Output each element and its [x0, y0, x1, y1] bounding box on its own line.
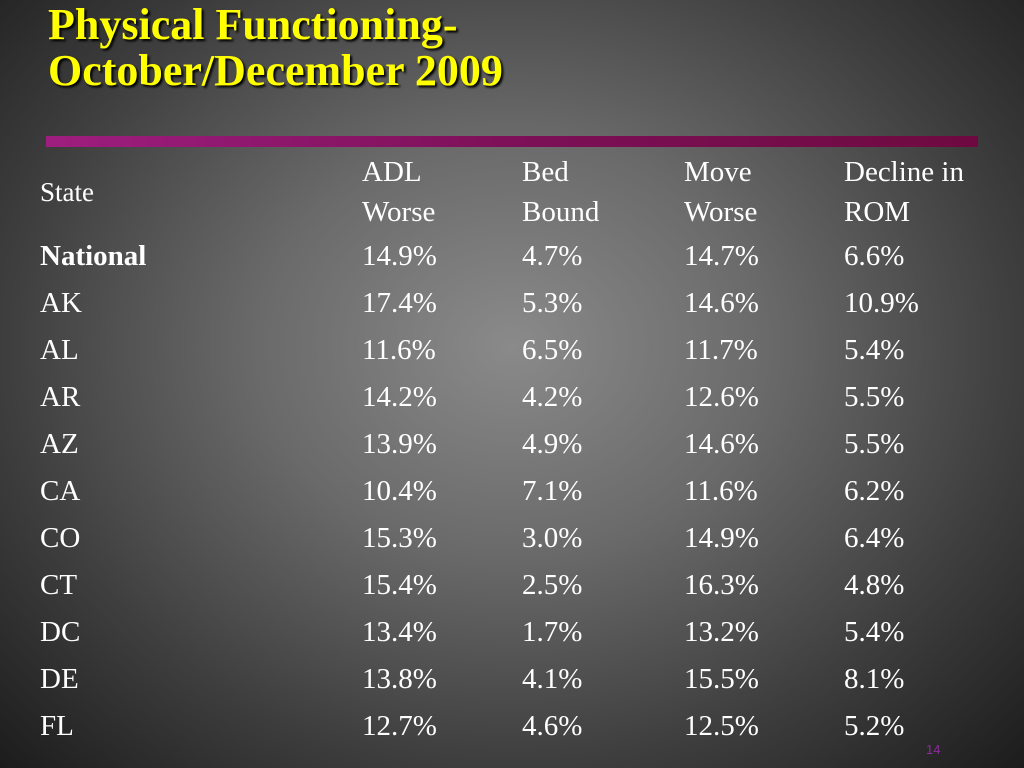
bed-cell: 4.9% [522, 428, 583, 460]
adl-cell: 15.3% [362, 522, 437, 554]
header-rom-line-1: Decline in [844, 156, 964, 188]
table-row: CT 15.4% 2.5% 16.3% 4.8% [40, 565, 994, 612]
move-cell: 11.7% [684, 334, 758, 366]
header-decline-rom: Decline in ROM [844, 152, 994, 236]
move-cell: 13.2% [684, 616, 759, 648]
move-cell: 14.7% [684, 240, 759, 272]
rom-cell: 5.4% [844, 616, 905, 648]
state-cell: AZ [40, 428, 79, 460]
state-cell: CA [40, 475, 81, 507]
bed-cell: 4.6% [522, 710, 583, 742]
slide-title-line-1: Physical Functioning- [48, 0, 458, 49]
rom-cell: 8.1% [844, 663, 905, 695]
move-cell: 12.6% [684, 381, 759, 413]
table-row-national: National 14.9% 4.7% 14.7% 6.6% [40, 236, 994, 283]
rom-cell: 5.2% [844, 710, 905, 742]
move-cell: 14.6% [684, 428, 759, 460]
header-move-worse: Move Worse [684, 152, 844, 236]
adl-cell: 14.2% [362, 381, 437, 413]
state-cell: DE [40, 663, 79, 695]
bed-cell: 4.2% [522, 381, 583, 413]
adl-cell: 12.7% [362, 710, 437, 742]
adl-cell: 13.4% [362, 616, 437, 648]
table-row: AK 17.4% 5.3% 14.6% 10.9% [40, 283, 994, 330]
move-cell: 11.6% [684, 475, 758, 507]
bed-cell: 6.5% [522, 334, 583, 366]
adl-cell: 15.4% [362, 569, 437, 601]
header-adl-line-2: Worse [362, 196, 436, 228]
adl-cell: 17.4% [362, 287, 437, 319]
rom-cell: 6.2% [844, 475, 905, 507]
bed-cell: 1.7% [522, 616, 583, 648]
adl-cell: 13.9% [362, 428, 437, 460]
adl-cell: 13.8% [362, 663, 437, 695]
bed-cell: 4.1% [522, 663, 583, 695]
move-cell: 16.3% [684, 569, 759, 601]
table-row: DE 13.8% 4.1% 15.5% 8.1% [40, 659, 994, 706]
table-row: AL 11.6% 6.5% 11.7% 5.4% [40, 330, 994, 377]
table-row: CO 15.3% 3.0% 14.9% 6.4% [40, 518, 994, 565]
rom-cell: 5.4% [844, 334, 905, 366]
state-cell: DC [40, 616, 81, 648]
rom-cell: 6.6% [844, 240, 905, 272]
title-divider [46, 136, 978, 147]
slide-title: Physical Functioning- October/December 2… [48, 2, 503, 94]
state-cell: AL [40, 334, 79, 366]
state-cell: FL [40, 710, 74, 742]
header-move-line-2: Worse [684, 196, 758, 228]
adl-cell: 14.9% [362, 240, 437, 272]
state-cell: National [40, 240, 147, 272]
bed-cell: 4.7% [522, 240, 583, 272]
header-bed-line-2: Bound [522, 196, 600, 228]
functioning-table: State ADL Worse Bed Bound Move Worse Dec… [40, 152, 994, 753]
adl-cell: 10.4% [362, 475, 437, 507]
rom-cell: 6.4% [844, 522, 905, 554]
header-adl-worse: ADL Worse [362, 152, 522, 236]
header-state: State [40, 177, 94, 207]
header-bed-line-1: Bed [522, 156, 569, 188]
bed-cell: 5.3% [522, 287, 583, 319]
header-bed-bound: Bed Bound [522, 152, 684, 236]
header-move-line-1: Move [684, 156, 752, 188]
state-cell: CO [40, 522, 81, 554]
slide-title-line-2: October/December 2009 [48, 46, 503, 95]
rom-cell: 10.9% [844, 287, 919, 319]
rom-cell: 5.5% [844, 381, 905, 413]
adl-cell: 11.6% [362, 334, 436, 366]
move-cell: 15.5% [684, 663, 759, 695]
page-number: 14 [926, 742, 941, 757]
table-row: AR 14.2% 4.2% 12.6% 5.5% [40, 377, 994, 424]
bed-cell: 2.5% [522, 569, 583, 601]
state-cell: AR [40, 381, 81, 413]
header-adl-line-1: ADL [362, 156, 422, 188]
move-cell: 14.6% [684, 287, 759, 319]
table-row: CA 10.4% 7.1% 11.6% 6.2% [40, 471, 994, 518]
table-row: FL 12.7% 4.6% 12.5% 5.2% [40, 706, 994, 753]
rom-cell: 4.8% [844, 569, 905, 601]
rom-cell: 5.5% [844, 428, 905, 460]
bed-cell: 3.0% [522, 522, 583, 554]
table-header-row: State ADL Worse Bed Bound Move Worse Dec… [40, 152, 994, 236]
table-row: AZ 13.9% 4.9% 14.6% 5.5% [40, 424, 994, 471]
table-row: DC 13.4% 1.7% 13.2% 5.4% [40, 612, 994, 659]
move-cell: 12.5% [684, 710, 759, 742]
move-cell: 14.9% [684, 522, 759, 554]
bed-cell: 7.1% [522, 475, 583, 507]
state-cell: CT [40, 569, 78, 601]
header-rom-line-2: ROM [844, 196, 911, 228]
state-cell: AK [40, 287, 82, 319]
